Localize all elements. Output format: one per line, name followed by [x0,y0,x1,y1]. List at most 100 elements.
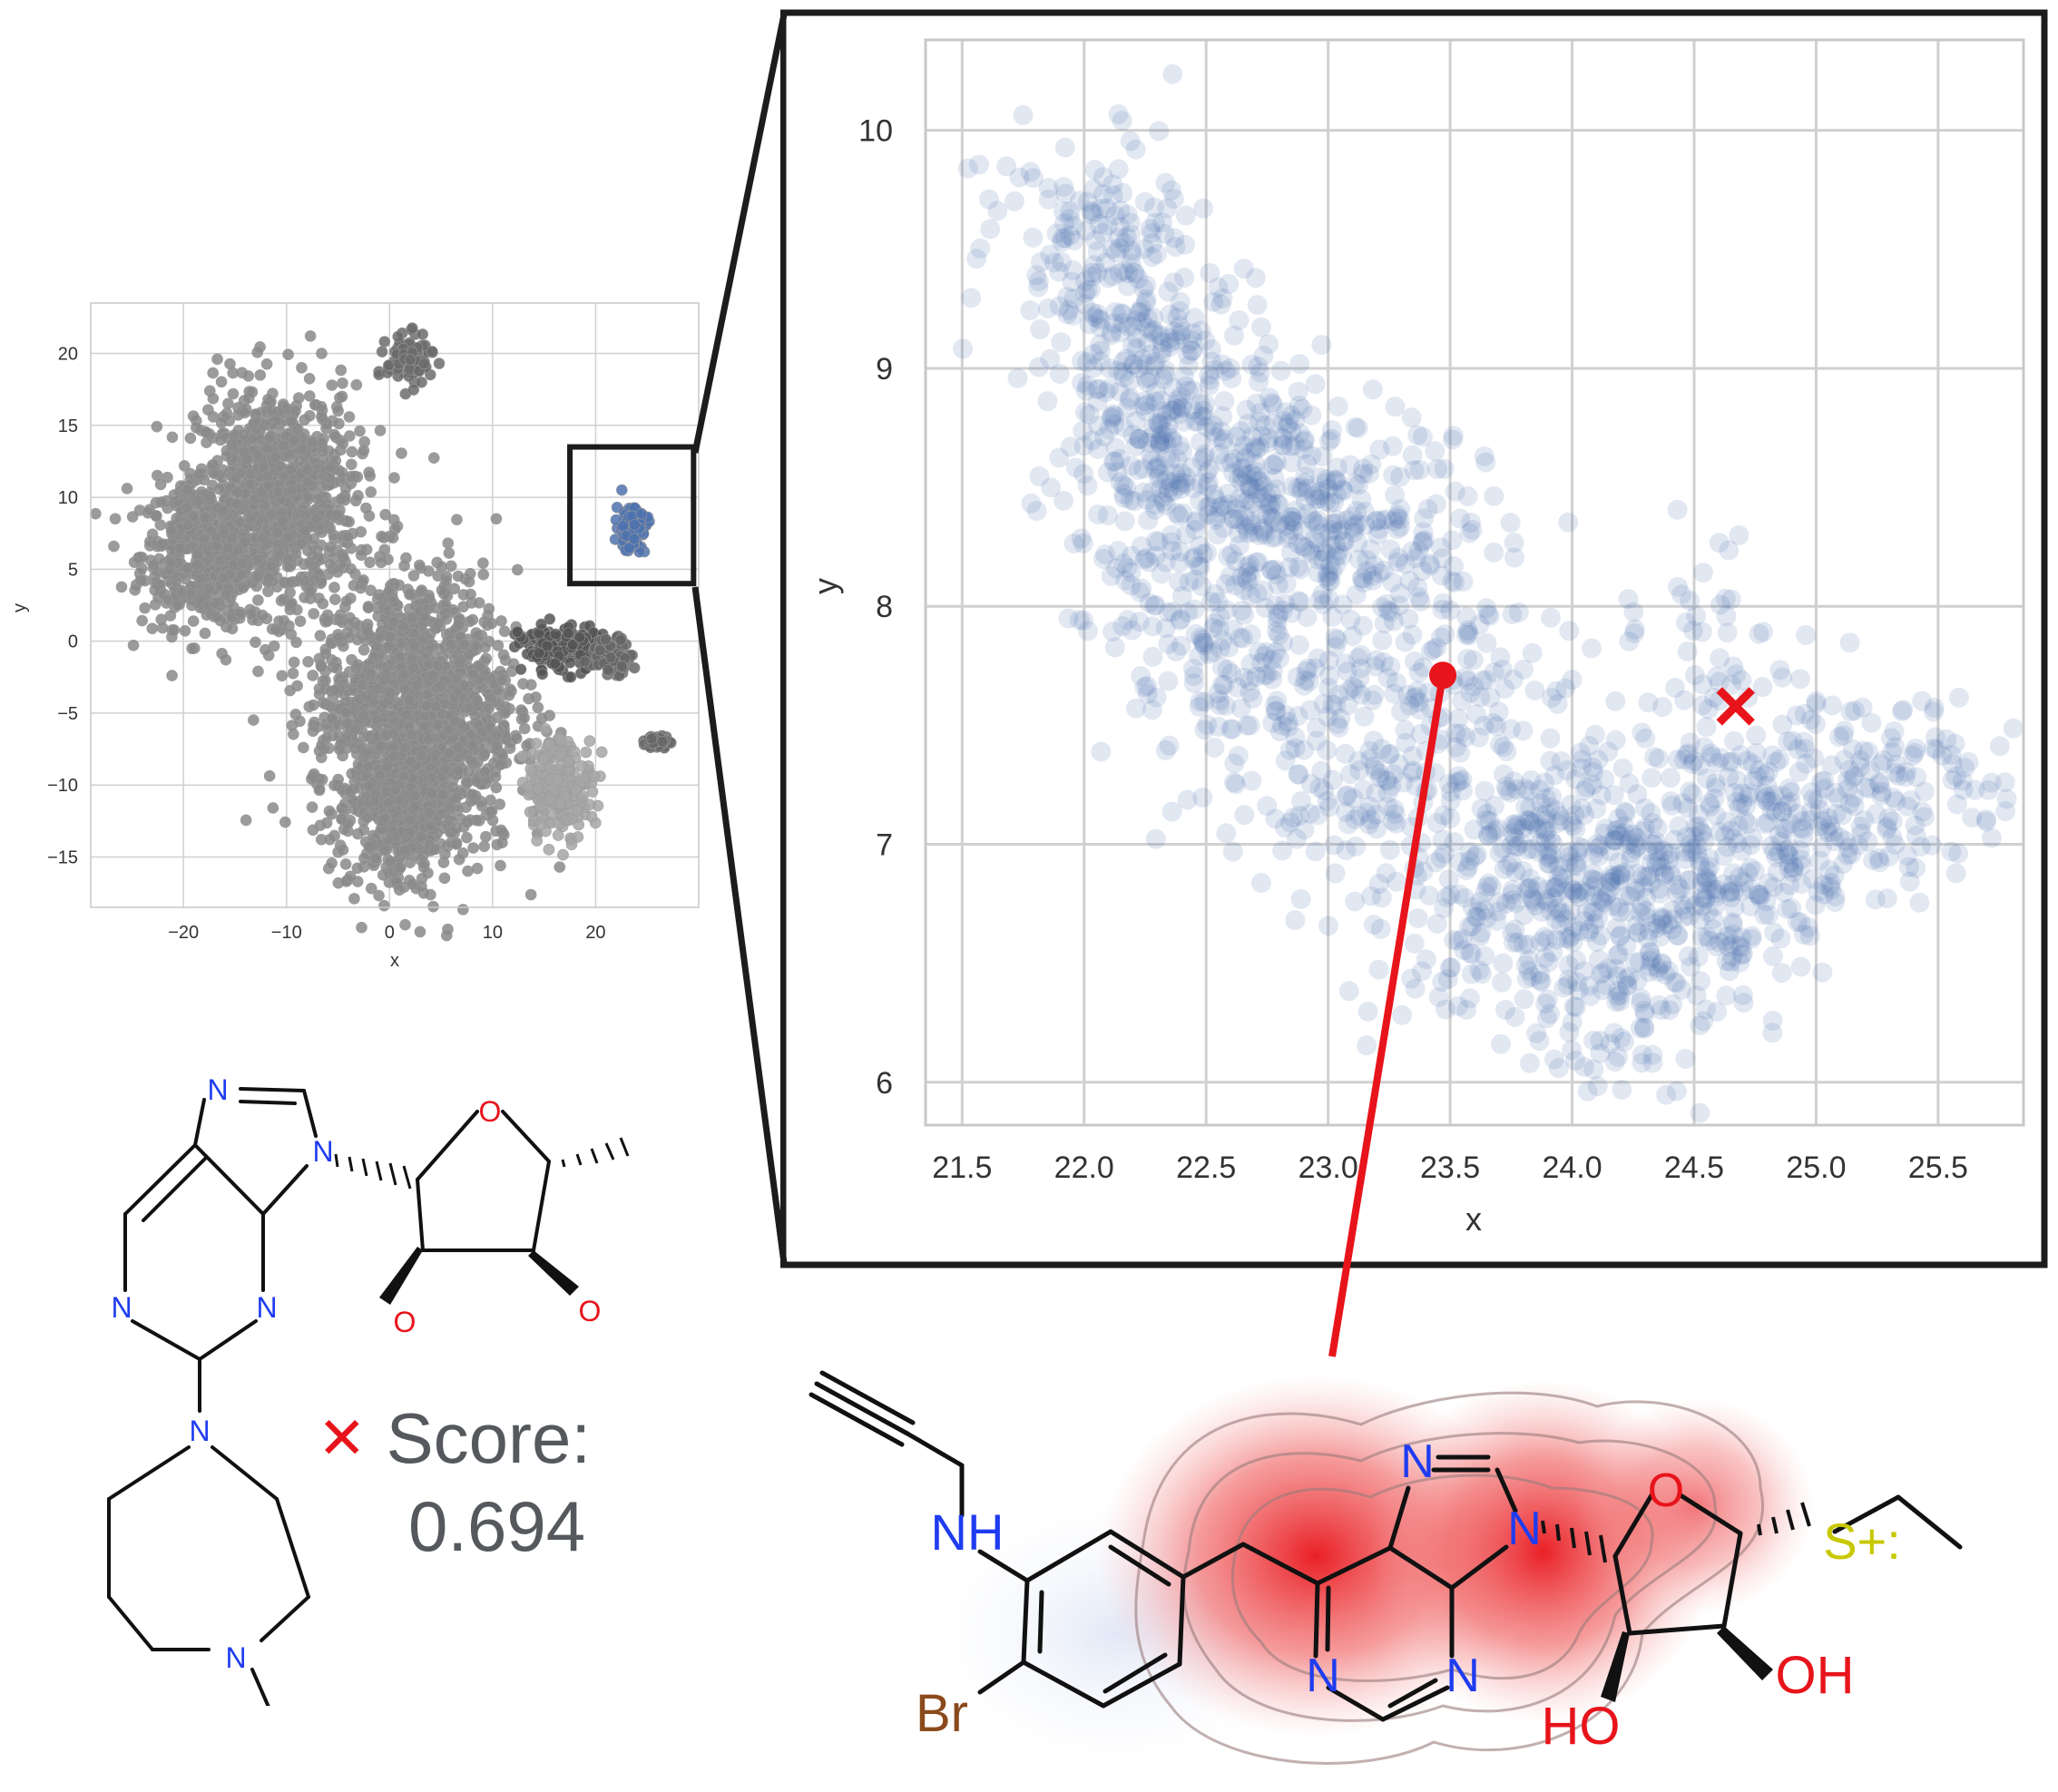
overview-point [191,559,203,571]
overview-point [371,713,383,726]
overview-point [260,643,271,656]
overview-point [341,717,354,730]
overview-point [489,770,502,783]
overview-point [344,870,357,883]
overview-point [435,681,447,692]
overview-point [290,636,302,649]
overview-point [600,633,612,645]
overview-point [628,661,641,674]
overview-point [425,820,436,832]
overview-point [128,556,141,568]
overview-point [410,680,423,691]
overview-point [404,588,416,601]
overview-point [392,330,404,343]
overview-point [252,665,264,678]
overview-point [317,446,329,457]
overview-point [316,348,328,359]
overview-point [358,445,370,456]
overview-point [398,560,410,572]
overview-point [564,671,577,683]
overview-point [530,738,543,749]
overview-point [407,661,419,673]
overview-point [422,565,435,577]
overview-point [364,470,376,482]
overview-point [370,641,383,652]
overview-point [443,723,455,736]
overview-point [452,765,465,777]
overview-point [343,430,356,442]
overview-point [534,818,547,830]
overview-point [165,524,178,537]
overview-point [284,684,296,697]
overview-point [384,687,397,699]
overview-point [248,714,260,726]
overview-point [358,710,369,721]
overview-point [277,515,289,528]
overview-point [480,830,492,843]
overview-point [616,484,628,496]
overview-point [496,837,508,849]
overview-point [291,423,304,435]
overview-point [473,597,485,609]
overview-point [466,788,479,800]
overview-point [403,694,416,707]
overview-point [233,516,245,529]
overview-point [511,563,524,576]
overview-point [518,722,531,735]
overview-point [303,372,316,385]
overview-point [568,745,581,758]
overview-point [478,748,491,760]
overview-point [378,674,390,686]
overview-point [166,670,178,681]
overview-point [374,769,387,781]
overview-point [204,490,216,503]
overview-point [220,589,232,601]
overview-point [328,684,341,696]
overview-point [414,559,426,572]
overview-point [398,741,411,754]
overview-point [426,787,438,799]
overview-point [303,409,316,422]
overview-point [495,859,506,872]
overview-point [331,509,344,521]
overview-point [127,639,140,651]
overview-point [373,589,386,601]
zoom-point [1905,742,1926,763]
overview-point [485,794,496,807]
overview-point [629,519,641,531]
overview-point [250,636,261,649]
overview-point [572,831,584,843]
overview-point [286,597,298,610]
overview-point [450,838,463,850]
overview-point [405,756,416,768]
overview-point [404,857,416,869]
overview-point [244,513,257,525]
overview-point [365,485,377,498]
overview-point [326,379,338,391]
overview-point [146,622,159,635]
overview-point [199,512,211,524]
overview-point [404,826,416,838]
zoom-scatter-plot: 21.5 22.0 22.5 23.0 23.5 24.0 24.5 25.0 25.5 678… [780,9,2048,1268]
overview-point [215,416,228,429]
overview-point [237,582,250,594]
overview-point [222,397,234,410]
overview-point [593,644,606,657]
overview-point [470,775,483,788]
overview-point [254,369,267,381]
overview-point [395,861,407,874]
overview-point [418,611,431,623]
overview-point [235,467,247,479]
overview-point [440,613,453,625]
overview-point [237,428,250,441]
overview-point [351,659,364,671]
overview-point [307,436,318,449]
overview-point [251,347,264,358]
overview-point [383,359,395,371]
overview-point [337,437,349,450]
overview-point [457,904,469,916]
overview-point [415,831,427,843]
overview-point [491,739,504,752]
overview-point [279,816,291,828]
